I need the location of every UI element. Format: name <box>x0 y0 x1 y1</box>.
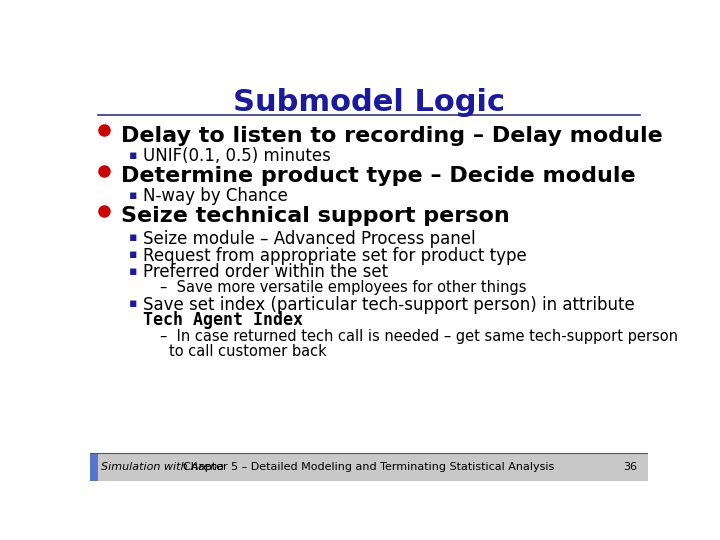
Text: ▪: ▪ <box>129 248 138 261</box>
Text: Seize module – Advanced Process panel: Seize module – Advanced Process panel <box>143 230 475 247</box>
Text: Delay to listen to recording – Delay module: Delay to listen to recording – Delay mod… <box>121 126 662 146</box>
Text: Chapter 5 – Detailed Modeling and Terminating Statistical Analysis: Chapter 5 – Detailed Modeling and Termin… <box>184 462 554 472</box>
Text: Save set index (particular tech-support person) in attribute: Save set index (particular tech-support … <box>143 296 634 314</box>
Bar <box>90 453 98 481</box>
Bar <box>90 453 648 481</box>
Text: UNIF(0.1, 0.5) minutes: UNIF(0.1, 0.5) minutes <box>143 147 330 165</box>
Text: Determine product type – Decide module: Determine product type – Decide module <box>121 166 636 186</box>
Text: ▪: ▪ <box>129 298 138 310</box>
Text: N-way by Chance: N-way by Chance <box>143 187 287 205</box>
Text: Preferred order within the set: Preferred order within the set <box>143 264 388 281</box>
Text: ▪: ▪ <box>129 231 138 244</box>
Text: ▪: ▪ <box>129 265 138 278</box>
Text: –  Save more versatile employees for other things: – Save more versatile employees for othe… <box>160 280 526 295</box>
Text: ▪: ▪ <box>129 148 138 162</box>
Text: Submodel Logic: Submodel Logic <box>233 88 505 117</box>
Text: Simulation with Arena: Simulation with Arena <box>101 462 224 472</box>
Text: –  In case returned tech call is needed – get same tech-support person: – In case returned tech call is needed –… <box>160 329 678 344</box>
Text: Request from appropriate set for product type: Request from appropriate set for product… <box>143 247 526 265</box>
Text: Tech Agent Index: Tech Agent Index <box>143 311 302 329</box>
Text: ▪: ▪ <box>129 189 138 202</box>
Text: 36: 36 <box>623 462 637 472</box>
Text: Seize technical support person: Seize technical support person <box>121 206 510 226</box>
Text: to call customer back: to call customer back <box>169 343 327 359</box>
